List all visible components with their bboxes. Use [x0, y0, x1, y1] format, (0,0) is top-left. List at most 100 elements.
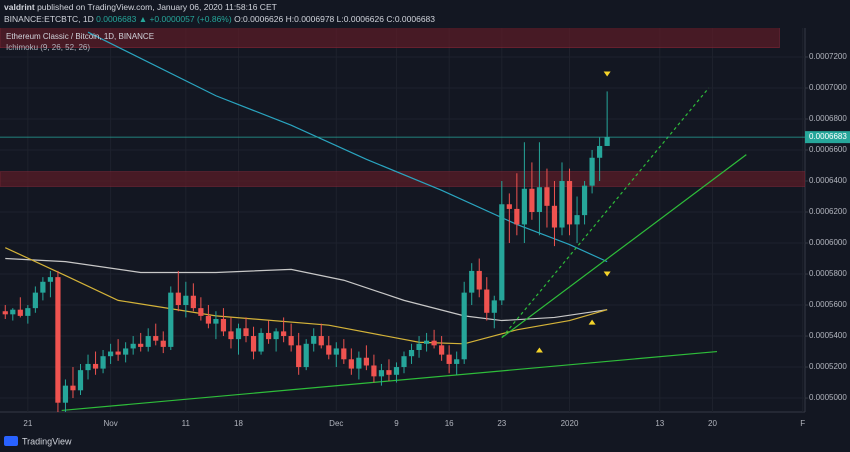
candle-body — [439, 345, 445, 355]
candle-body — [55, 277, 61, 403]
candle-body — [529, 188, 535, 213]
candle-body — [348, 359, 354, 369]
candle-body — [190, 295, 196, 309]
price: 0.0006683 — [96, 14, 136, 24]
x-tick-label: F — [800, 419, 805, 428]
y-tick-label: 0.0005400 — [809, 331, 847, 340]
candle-body — [423, 340, 430, 344]
candle-body — [205, 315, 211, 324]
candle-body — [604, 137, 610, 146]
candle-body — [100, 356, 106, 369]
candle-body — [521, 188, 527, 225]
candle-body — [228, 331, 234, 340]
candle-body — [258, 332, 264, 352]
x-tick-label: 9 — [394, 419, 399, 428]
candle-body — [183, 295, 189, 306]
candle-body — [107, 351, 114, 357]
high: H:0.0006978 — [286, 14, 335, 24]
y-tick-label: 0.0007000 — [809, 83, 847, 92]
close: C:0.0006683 — [386, 14, 435, 24]
y-tick-label: 0.0006400 — [809, 176, 847, 185]
logo-icon — [4, 436, 18, 446]
header-line-1: valdrint published on TradingView.com, J… — [4, 2, 277, 12]
low: L:0.0006626 — [337, 14, 385, 24]
y-tick-label: 0.0005000 — [809, 393, 847, 402]
candle-body — [198, 308, 204, 316]
candle-body — [288, 336, 294, 346]
y-tick-label: 0.0006200 — [809, 207, 847, 216]
candle-body — [123, 348, 129, 355]
y-tick-label: 0.0007200 — [809, 52, 847, 61]
y-tick-label: 0.0006000 — [809, 238, 847, 247]
x-tick-label: Nov — [103, 419, 117, 428]
y-tick-label: 0.0005800 — [809, 269, 847, 278]
candle-body — [115, 351, 121, 355]
trend-line — [501, 87, 710, 338]
candle-body — [296, 345, 302, 368]
candle-body — [469, 270, 475, 293]
moving-average — [87, 31, 608, 263]
candle-body — [341, 348, 347, 360]
candle-body — [536, 187, 543, 213]
candle-body — [153, 336, 159, 341]
legend-symbol: Ethereum Classic / Bitcoin, 1D, BINANCE — [6, 32, 154, 41]
candle-body — [40, 281, 46, 293]
marker — [603, 271, 611, 277]
candle-body — [265, 332, 272, 340]
candle-body — [461, 292, 467, 360]
candle-body — [371, 365, 377, 377]
x-tick-label: 16 — [445, 419, 454, 428]
candle-body — [408, 349, 415, 357]
candle-body — [47, 277, 54, 282]
price-label: 0.0006683 — [809, 132, 847, 141]
plot — [0, 28, 805, 412]
zone — [0, 28, 780, 48]
candle-body — [333, 348, 339, 355]
x-tick-label: 2020 — [561, 419, 579, 428]
zone — [0, 171, 805, 187]
candle-body — [70, 385, 76, 391]
x-tick-label: 13 — [655, 419, 664, 428]
candle-body — [213, 318, 219, 324]
marker — [588, 319, 596, 325]
candle-body — [235, 328, 242, 340]
candle-body — [220, 318, 227, 332]
candle-body — [574, 215, 580, 225]
header-line-2: BINANCE:ETCBTC, 1D 0.0006683 ▲ +0.000005… — [4, 14, 435, 24]
open: O:0.0006626 — [234, 14, 283, 24]
candle-body — [476, 270, 482, 290]
x-tick-label: 18 — [234, 419, 243, 428]
logo-text: TradingView — [22, 436, 72, 446]
candle-body — [168, 292, 174, 347]
published: published on TradingView.com, January 06… — [37, 2, 277, 12]
candle-body — [356, 357, 362, 369]
candle-body — [326, 345, 332, 355]
candle-body — [589, 157, 595, 186]
candle-body — [499, 204, 505, 301]
candle-body — [175, 292, 181, 306]
candle-body — [393, 367, 400, 375]
candle-body — [318, 336, 324, 346]
y-tick-label: 0.0006600 — [809, 145, 847, 154]
candle-body — [506, 204, 512, 209]
candle-body — [32, 292, 38, 309]
candle-body — [250, 336, 257, 352]
candle-body — [416, 343, 422, 350]
x-tick-label: Dec — [329, 419, 343, 428]
candle-body — [454, 359, 460, 364]
candle-body — [431, 340, 437, 346]
candle-body — [484, 289, 490, 313]
candle-body — [401, 356, 407, 368]
candle-body — [62, 385, 69, 403]
symbol: BINANCE:ETCBTC, 1D — [4, 14, 94, 24]
candle-body — [10, 309, 16, 315]
user: valdrint — [4, 2, 35, 12]
y-tick-label: 0.0005600 — [809, 300, 847, 309]
candle-body — [77, 370, 84, 391]
candle-body — [130, 343, 136, 349]
candle-body — [145, 336, 151, 347]
candle-body — [303, 343, 309, 368]
candle-body — [92, 363, 99, 369]
x-tick-label: 21 — [23, 419, 32, 428]
